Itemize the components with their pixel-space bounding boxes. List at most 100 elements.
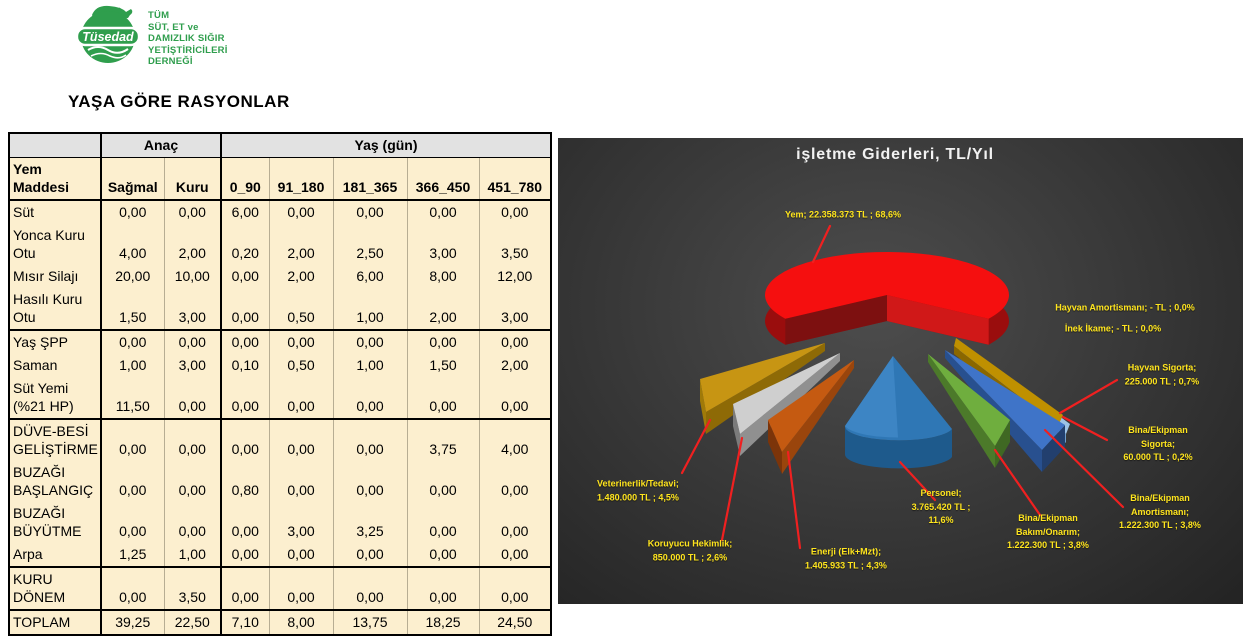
value-cell: 0,00 <box>268 329 334 354</box>
label-hayvan-amortismani: Hayvan Amortismanı; - TL ; 0,0% <box>1055 302 1195 313</box>
value-cell: 0,20 <box>220 224 270 265</box>
value-cell: 0,00 <box>478 377 552 419</box>
label-bina-ekipman-bakim-onarim: Bina/Ekipman Bakım/Onarım; 1.222.300 TL … <box>1007 512 1089 550</box>
leader-bakim-onarim <box>993 448 1042 517</box>
value-cell: 0,00 <box>220 418 270 461</box>
logo-badge-text: Tüsedad <box>82 30 134 44</box>
value-cell: 0,00 <box>332 377 408 419</box>
leader-lines <box>680 224 1125 550</box>
table-row: TOPLAM 39,25 22,50 7,10 8,00 13,75 18,25 24,50 <box>9 609 552 635</box>
value-cell: 0,00 <box>100 461 164 502</box>
value-cell: 2,00 <box>268 265 334 288</box>
label-personel: Personel; 3.765.420 TL ; 11,6% <box>911 487 971 525</box>
value-cell: 6,00 <box>220 200 270 224</box>
value-cell: 0,00 <box>332 329 408 354</box>
leader-enerji <box>786 450 802 550</box>
value-cell: 0,00 <box>220 288 270 330</box>
group-header-yas: Yaş (gün) <box>220 133 552 158</box>
group-header-anac: Anaç <box>99 133 222 158</box>
value-cell: 18,25 <box>406 609 480 635</box>
value-cell: 0,00 <box>163 418 222 461</box>
value-cell: 2,00 <box>163 224 222 265</box>
value-cell: 0,00 <box>268 377 334 419</box>
page-title: YAŞA GÖRE RASYONLAR <box>68 92 290 111</box>
value-cell: 6,00 <box>332 265 408 288</box>
table-row: Arpa 1,25 1,00 0,00 0,00 0,00 0,00 0,00 <box>9 543 552 567</box>
table-row: Yonca Kuru Otu 4,00 2,00 0,20 2,00 2,50 3,00 3,… <box>9 224 552 265</box>
value-cell: 0,00 <box>478 502 552 543</box>
value-cell: 0,00 <box>406 502 480 543</box>
value-cell: 0,00 <box>100 566 164 610</box>
value-cell: 4,00 <box>478 418 552 461</box>
leader-amortisman <box>1043 428 1125 509</box>
col-header-0-90: 0_90 <box>220 157 270 201</box>
value-cell: 2,00 <box>268 224 334 265</box>
value-cell: 0,00 <box>268 418 334 461</box>
value-cell: 2,00 <box>406 288 480 330</box>
value-cell: 24,50 <box>478 609 552 635</box>
value-cell: 0,00 <box>406 200 480 224</box>
value-cell: 8,00 <box>268 609 334 635</box>
value-cell: 0,00 <box>478 461 552 502</box>
value-cell: 0,00 <box>332 200 408 224</box>
value-cell: 0,00 <box>163 461 222 502</box>
table-row: Yaş ŞPP 0,00 0,00 0,00 0,00 0,00 0,00 0,00 <box>9 329 552 354</box>
value-cell: 0,50 <box>268 288 334 330</box>
label-yem: Yem; 22.358.373 TL ; 68,6% <box>785 209 901 220</box>
value-cell: 0,00 <box>406 461 480 502</box>
value-cell: 0,00 <box>332 543 408 567</box>
org-name: TÜM SÜT, ET ve DAMIZLIK SIĞIR YETİŞTİRİC… <box>148 10 228 67</box>
label-bina-ekipman-amortismani: Bina/Ekipman Amortismanı; 1.222.300 TL ;… <box>1119 492 1201 530</box>
value-cell: 3,25 <box>332 502 408 543</box>
row-label-cell: KURU DÖNEM <box>9 566 101 610</box>
value-cell: 12,00 <box>478 265 552 288</box>
table-row: Süt 0,00 0,00 6,00 0,00 0,00 0,00 0,00 <box>9 200 552 224</box>
col-header-451-780: 451_780 <box>478 157 552 201</box>
value-cell: 0,00 <box>163 329 222 354</box>
table-group-header-row: Anaç Yaş (gün) <box>9 133 552 158</box>
value-cell: 0,10 <box>220 354 270 377</box>
value-cell: 0,00 <box>220 265 270 288</box>
value-cell: 0,00 <box>478 566 552 610</box>
leader-bina-sigorta <box>1061 415 1109 442</box>
value-cell: 0,00 <box>332 418 408 461</box>
leader-koruyucu <box>720 436 744 542</box>
row-label-cell: Süt <box>9 200 101 224</box>
pie-slice-yem <box>765 251 1009 345</box>
pie-slice-enerji <box>768 360 854 474</box>
value-cell: 3,00 <box>406 224 480 265</box>
value-cell: 1,50 <box>100 288 164 330</box>
value-cell: 0,00 <box>268 461 334 502</box>
value-cell: 0,00 <box>163 377 222 419</box>
value-cell: 3,75 <box>406 418 480 461</box>
value-cell: 0,00 <box>100 418 164 461</box>
col-header-sagmal: Sağmal <box>100 157 164 201</box>
row-label-cell: Yonca Kuru Otu <box>9 224 101 265</box>
value-cell: 13,75 <box>332 609 408 635</box>
value-cell: 0,00 <box>478 543 552 567</box>
value-cell: 0,00 <box>100 329 164 354</box>
value-cell: 3,00 <box>268 502 334 543</box>
label-hayvan-sigorta: Hayvan Sigorta; 225.000 TL ; 0,7% <box>1124 362 1200 387</box>
value-cell: 0,00 <box>478 200 552 224</box>
table-row: DÜVE-BESİ GELİŞTİRME 0,00 0,00 0,00 0,00 0,00… <box>9 418 552 461</box>
row-label-cell: Saman <box>9 354 101 377</box>
value-cell: 3,00 <box>478 288 552 330</box>
table-row: KURU DÖNEM 0,00 3,50 0,00 0,00 0,00 0,00 0,00 <box>9 566 552 610</box>
value-cell: 8,00 <box>406 265 480 288</box>
corner-cell <box>9 133 101 158</box>
col-header-366-450: 366_450 <box>406 157 480 201</box>
table-row: BUZAĞI BÜYÜTME 0,00 0,00 0,00 3,00 3,25 0,00 0,… <box>9 502 552 543</box>
value-cell: 0,00 <box>100 200 164 224</box>
value-cell: 0,50 <box>268 354 334 377</box>
leader-hayvan-sigorta <box>1058 378 1119 415</box>
pie-slice-personel <box>844 356 952 469</box>
pie-3d-graphic <box>680 224 1125 550</box>
row-label-cell: DÜVE-BESİ GELİŞTİRME <box>9 418 101 461</box>
value-cell: 0,00 <box>406 377 480 419</box>
value-cell: 7,10 <box>220 609 270 635</box>
label-inek-ikame: İnek İkame; - TL ; 0,0% <box>1064 323 1162 334</box>
value-cell: 0,00 <box>268 200 334 224</box>
value-cell: 0,00 <box>406 543 480 567</box>
value-cell: 0,00 <box>220 502 270 543</box>
